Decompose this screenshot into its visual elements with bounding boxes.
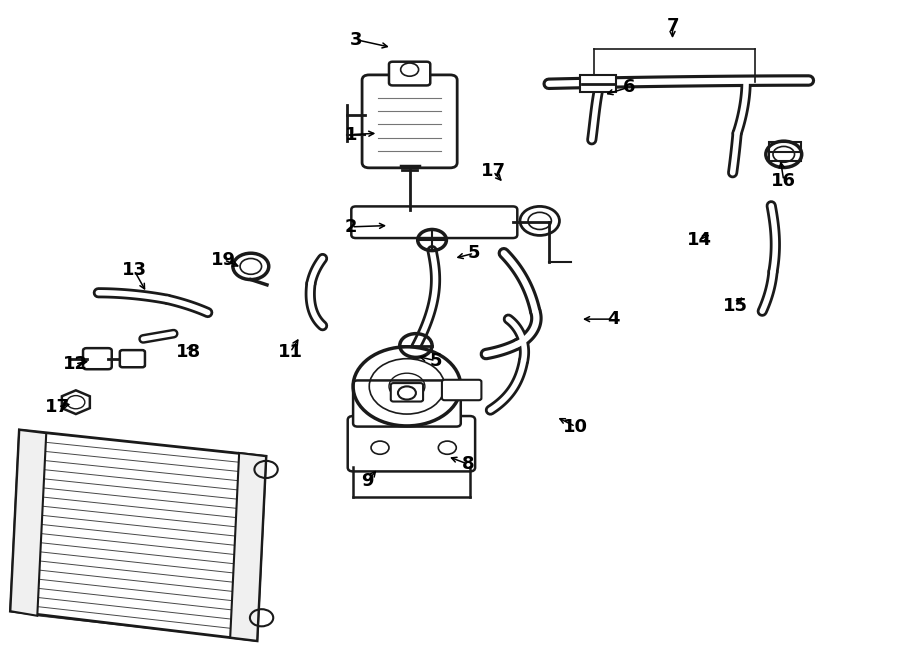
FancyBboxPatch shape: [389, 62, 430, 85]
Text: 14: 14: [687, 231, 712, 249]
FancyBboxPatch shape: [347, 416, 475, 471]
FancyBboxPatch shape: [83, 348, 112, 369]
Text: 8: 8: [462, 455, 474, 473]
FancyBboxPatch shape: [120, 350, 145, 367]
Text: 15: 15: [723, 297, 748, 315]
Text: 17: 17: [481, 162, 506, 181]
Polygon shape: [11, 430, 266, 641]
Text: 9: 9: [361, 472, 374, 491]
Text: 3: 3: [349, 30, 362, 48]
FancyBboxPatch shape: [442, 380, 482, 401]
Bar: [580, 75, 616, 93]
Text: 17: 17: [45, 398, 70, 416]
Text: 2: 2: [345, 218, 357, 236]
Bar: [769, 142, 801, 161]
Text: 5: 5: [468, 244, 481, 262]
Text: 13: 13: [122, 261, 147, 279]
Text: 10: 10: [563, 418, 588, 436]
Polygon shape: [11, 430, 46, 616]
Text: 19: 19: [212, 251, 237, 269]
Text: 11: 11: [278, 343, 302, 361]
Text: 4: 4: [607, 310, 619, 328]
Circle shape: [353, 347, 461, 426]
Text: 12: 12: [62, 355, 87, 373]
Text: 18: 18: [176, 343, 201, 361]
Text: 7: 7: [666, 17, 679, 36]
Text: 16: 16: [771, 171, 796, 190]
Text: 6: 6: [623, 78, 635, 96]
FancyBboxPatch shape: [391, 383, 423, 402]
FancyBboxPatch shape: [362, 75, 457, 168]
Text: 5: 5: [429, 352, 442, 369]
Polygon shape: [230, 453, 266, 641]
FancyBboxPatch shape: [351, 207, 518, 238]
Polygon shape: [62, 391, 90, 414]
FancyBboxPatch shape: [353, 381, 461, 426]
Text: 1: 1: [345, 126, 357, 144]
